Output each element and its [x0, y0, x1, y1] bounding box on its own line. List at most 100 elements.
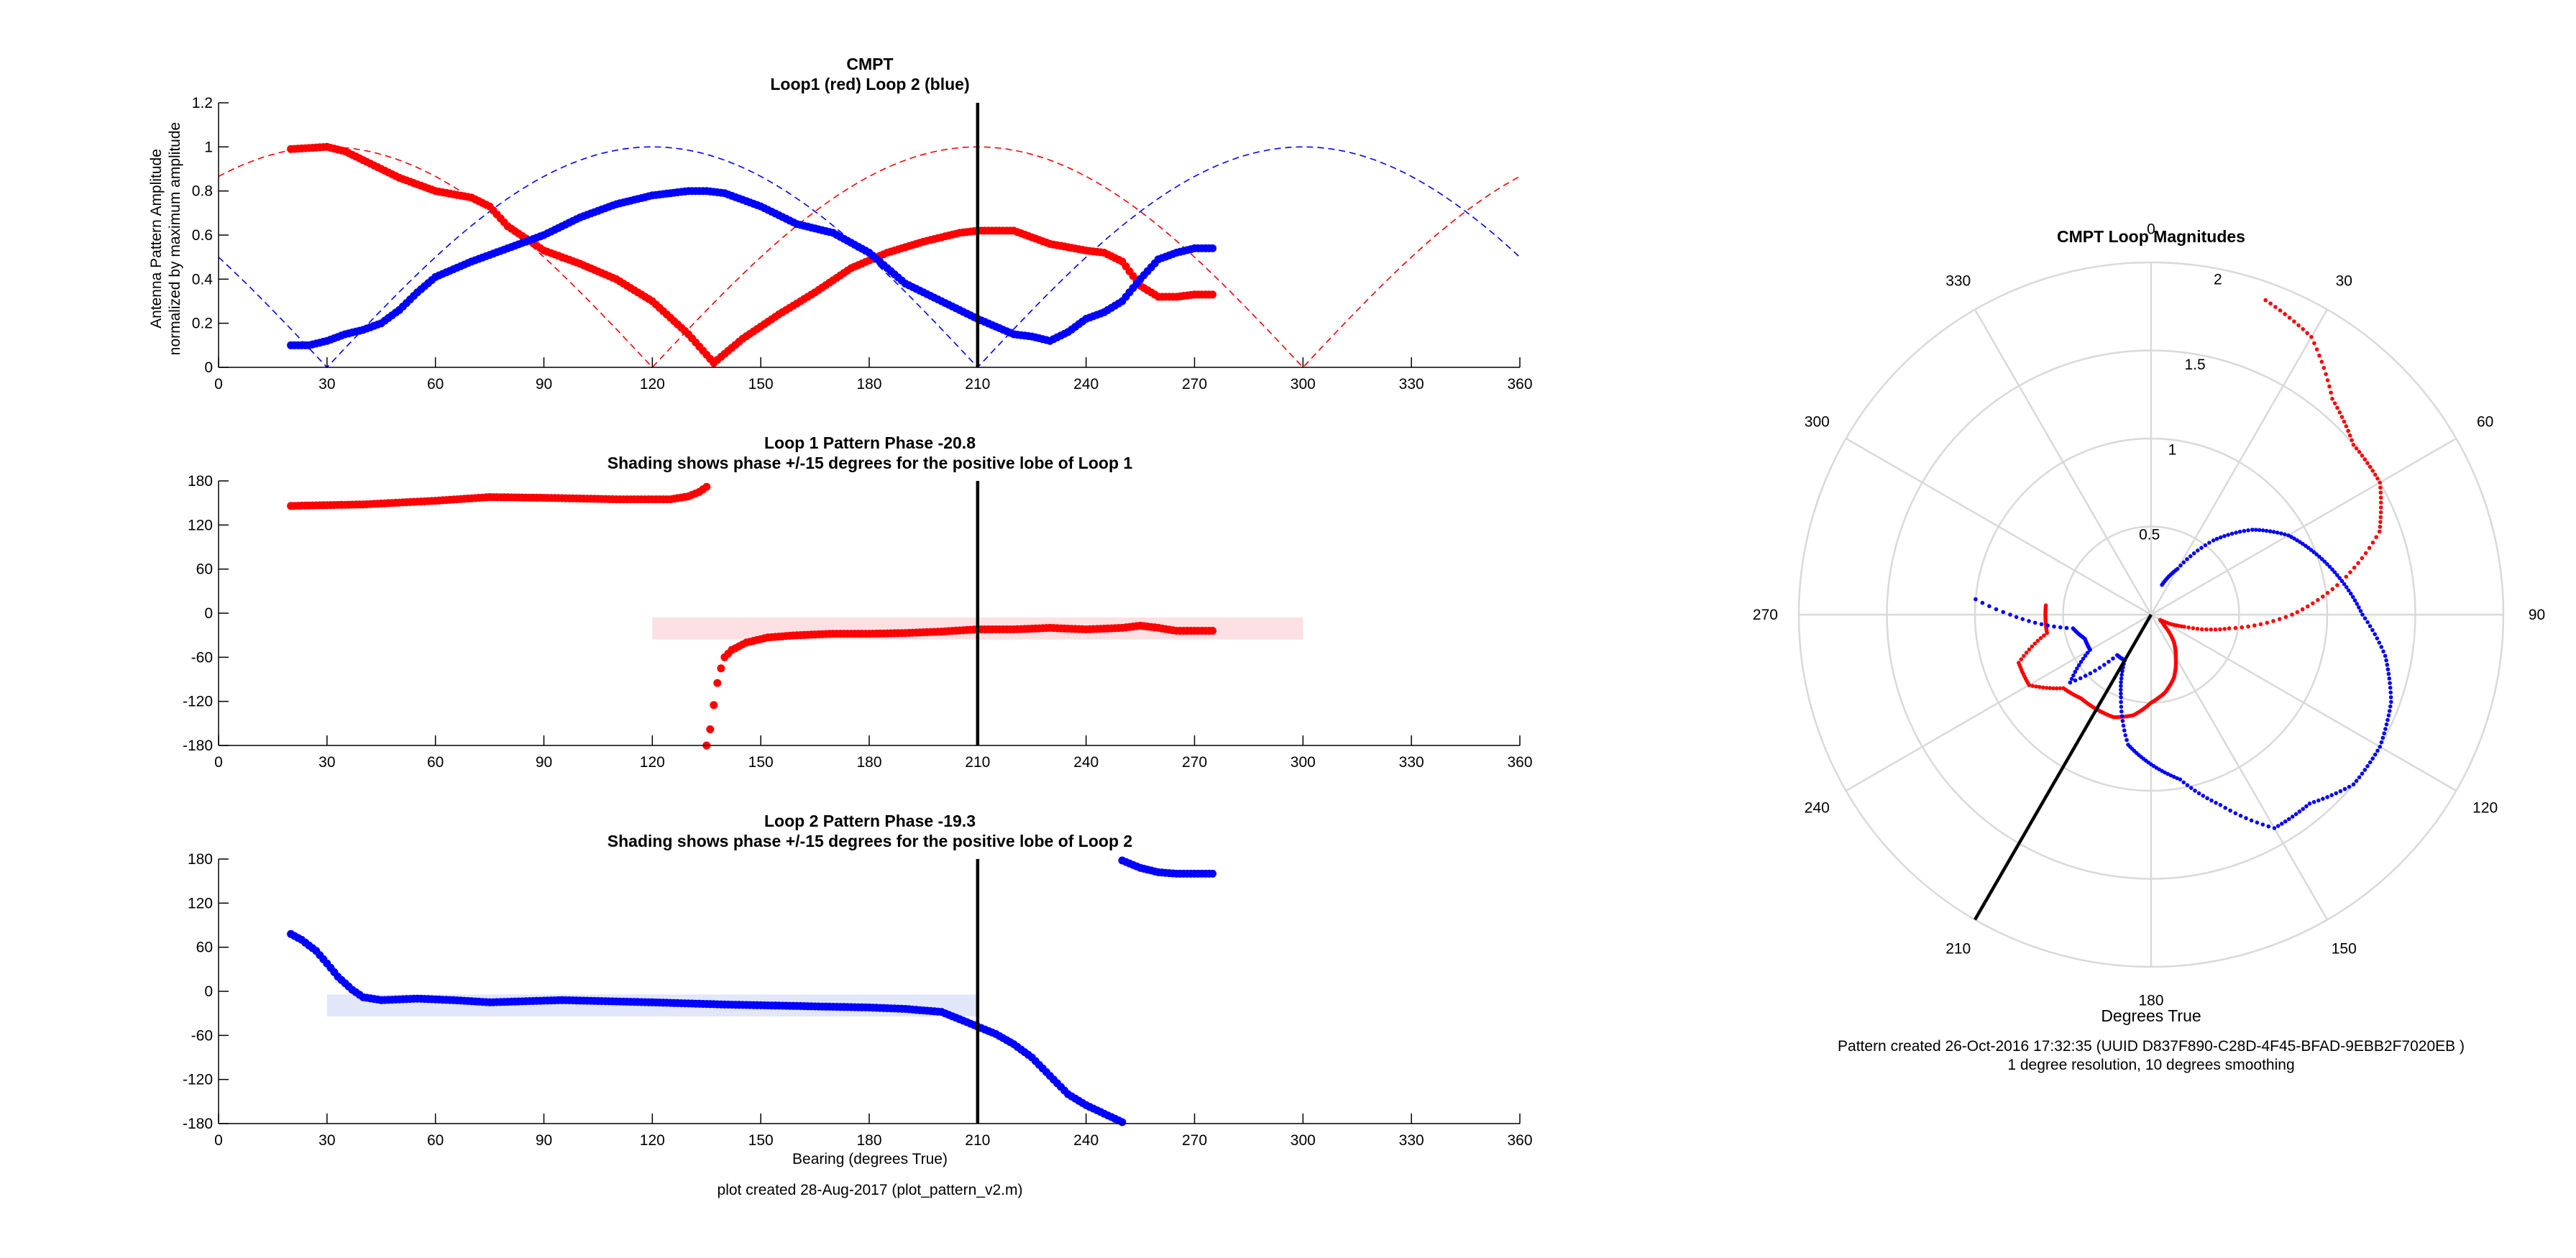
x-tick-label: 300 — [1291, 376, 1316, 392]
polar-point — [2032, 641, 2038, 646]
polar-point — [2186, 625, 2191, 630]
polar-point — [2337, 410, 2342, 415]
theta-tick-label: 270 — [1753, 607, 1778, 623]
polar-point — [2357, 605, 2361, 610]
polar-point — [2019, 657, 2024, 661]
polar-point — [2378, 745, 2383, 749]
r-tick-label: 2 — [2214, 272, 2222, 288]
polar-spoke — [1846, 437, 2152, 616]
polar-point — [2054, 686, 2059, 691]
polar-point — [2301, 807, 2305, 812]
loop1-reference-curve — [218, 146, 1521, 369]
x-tick-label: 180 — [856, 754, 881, 771]
polar-point — [2378, 490, 2383, 495]
polar-point — [2378, 495, 2383, 500]
polar-point — [2260, 822, 2265, 827]
polar-point — [2199, 627, 2204, 632]
polar-point — [2122, 728, 2127, 733]
y-tick-label: -180 — [183, 1116, 213, 1132]
polar-point — [2335, 405, 2339, 410]
polar-point — [2305, 331, 2309, 336]
polar-point — [2078, 676, 2083, 681]
polar-point — [2383, 653, 2388, 658]
polar-point — [2283, 615, 2288, 620]
polar-point — [2222, 533, 2227, 538]
polar-point — [2119, 684, 2123, 688]
polar-point — [2338, 789, 2343, 794]
polar-point — [2229, 531, 2234, 536]
loop2-phase-axes: 0 30 60 90 120 150 180 210 240 270 300 330 360 -180 -1… — [183, 851, 1533, 1149]
plot-created-note: plot created 28-Aug-2017 (plot_pattern_v… — [718, 1182, 1023, 1198]
y-tick-label: 0 — [204, 359, 213, 376]
polar-point — [2374, 535, 2378, 539]
polar-point — [2370, 541, 2375, 545]
polar-point — [2357, 775, 2362, 780]
polar-point — [2329, 793, 2334, 797]
polar-point — [2304, 543, 2308, 548]
loop1-phase-panel: Loop 1 Pattern Phase -20.8 Shading shows… — [183, 433, 1533, 771]
polar-point — [2352, 598, 2357, 602]
polar-point — [2273, 305, 2278, 309]
loop2-series-1 — [1118, 856, 1217, 878]
polar-point — [2058, 686, 2063, 691]
x-tick-label: 30 — [318, 376, 335, 392]
y-tick-label: 1.2 — [192, 95, 213, 111]
x-tick-label: 330 — [1399, 754, 1424, 771]
loop1-phase-axes: 0 30 60 90 120 150 180 210 240 270 300 330 360 -180 -1… — [183, 473, 1533, 771]
polar-point — [2354, 779, 2359, 784]
polar-point — [2237, 529, 2242, 534]
polar-point — [2350, 594, 2355, 600]
polar-point — [2185, 557, 2189, 561]
polar-point — [1974, 597, 1978, 602]
r-tick-label: 1.5 — [2185, 357, 2206, 373]
x-tick-label: 240 — [1073, 376, 1099, 392]
polar-point — [2317, 554, 2321, 559]
polar-point — [2022, 653, 2026, 658]
theta-tick-label: 30 — [2336, 272, 2352, 289]
polar-point — [2370, 756, 2375, 761]
polar-point — [2325, 562, 2329, 566]
polar-point — [2388, 690, 2393, 695]
y-tick-label: -60 — [191, 1027, 213, 1044]
polar-point — [2306, 604, 2310, 609]
x-tick-label: 210 — [965, 754, 990, 771]
polar-point — [2330, 396, 2334, 401]
polar-point — [2360, 612, 2365, 617]
polar-point — [2377, 529, 2382, 534]
polar-point — [2377, 641, 2382, 645]
x-tick-label: 0 — [214, 754, 223, 771]
loop2-series-1 — [287, 187, 1217, 349]
polar-point — [2076, 663, 2081, 668]
polar-point — [2265, 620, 2270, 625]
theta-tick-label: 0 — [2147, 221, 2155, 237]
data-point — [702, 482, 711, 491]
polar-point — [2350, 438, 2354, 443]
polar-point — [2357, 449, 2362, 454]
polar-point — [2181, 780, 2186, 785]
x-tick-label: 60 — [427, 376, 444, 392]
polar-point — [2222, 627, 2227, 631]
loop1-phase-title: Loop 1 Pattern Phase -20.8 — [764, 433, 976, 452]
y-tick-label: 120 — [188, 895, 213, 912]
polar-point — [2370, 469, 2375, 473]
polar-xlabel: Degrees True — [2101, 1006, 2201, 1025]
polar-point — [2088, 671, 2093, 676]
polar-point — [2039, 622, 2044, 627]
polar-point — [2321, 796, 2325, 801]
polar-point — [2038, 684, 2042, 689]
polar-point — [2292, 319, 2296, 324]
polar-point — [2388, 704, 2393, 709]
polar-point — [2365, 620, 2370, 625]
polar-point — [2238, 814, 2243, 818]
loop2-phase-subtitle: Shading shows phase +/-15 degrees for th… — [608, 832, 1132, 850]
polar-point — [2119, 709, 2124, 714]
x-tick-label: 90 — [536, 1132, 552, 1149]
polar-point — [2075, 666, 2079, 671]
polar-point — [2362, 616, 2368, 620]
x-tick-label: 300 — [1291, 754, 1316, 771]
theta-tick-label: 180 — [2138, 993, 2163, 1009]
polar-spoke — [2150, 614, 2329, 920]
polar-point — [2387, 709, 2392, 713]
y-tick-label: 60 — [196, 940, 213, 956]
polar-point — [2207, 541, 2211, 545]
